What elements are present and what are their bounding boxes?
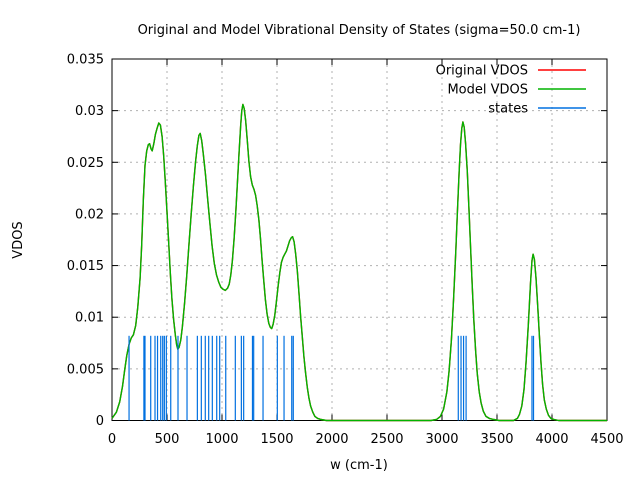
y-tick-label: 0.01 xyxy=(75,311,104,326)
y-tick-label: 0 xyxy=(96,414,104,429)
x-tick-label: 2000 xyxy=(315,432,348,447)
x-tick-label: 0 xyxy=(108,432,116,447)
legend-label: Model VDOS xyxy=(447,83,528,98)
tick-labels: 0 500 1000 1500 2000 2500 3000 3500 4000 4500 0 0.0… xyxy=(67,53,624,448)
legend: Original VDOS Model VDOS states xyxy=(436,64,586,117)
x-tick-label: 3500 xyxy=(480,432,513,447)
x-tick-label: 4500 xyxy=(590,432,623,447)
y-tick-label: 0.03 xyxy=(75,104,104,119)
plot-border xyxy=(111,58,608,421)
legend-label: states xyxy=(488,102,528,117)
x-tick-label: 2500 xyxy=(370,432,403,447)
x-tick-label: 4000 xyxy=(535,432,568,447)
chart-title: Original and Model Vibrational Density o… xyxy=(138,23,581,38)
x-axis-label: w (cm-1) xyxy=(330,458,388,473)
x-tick-label: 500 xyxy=(155,432,180,447)
y-tick-label: 0.025 xyxy=(67,156,104,171)
x-tick-label: 1000 xyxy=(205,432,238,447)
x-tick-label: 1500 xyxy=(260,432,293,447)
plot-frame xyxy=(111,58,608,421)
x-tick-label: 3000 xyxy=(425,432,458,447)
data-series xyxy=(111,103,607,422)
original-vdos-curve xyxy=(111,103,607,422)
grid-lines xyxy=(112,59,607,421)
legend-label: Original VDOS xyxy=(436,64,528,79)
model-vdos-curve xyxy=(111,103,607,422)
y-tick-label: 0.005 xyxy=(67,362,104,377)
y-tick-label: 0.015 xyxy=(67,259,104,274)
y-axis-label: VDOS xyxy=(11,221,26,258)
y-tick-label: 0.035 xyxy=(67,53,104,68)
y-tick-label: 0.02 xyxy=(75,207,104,222)
